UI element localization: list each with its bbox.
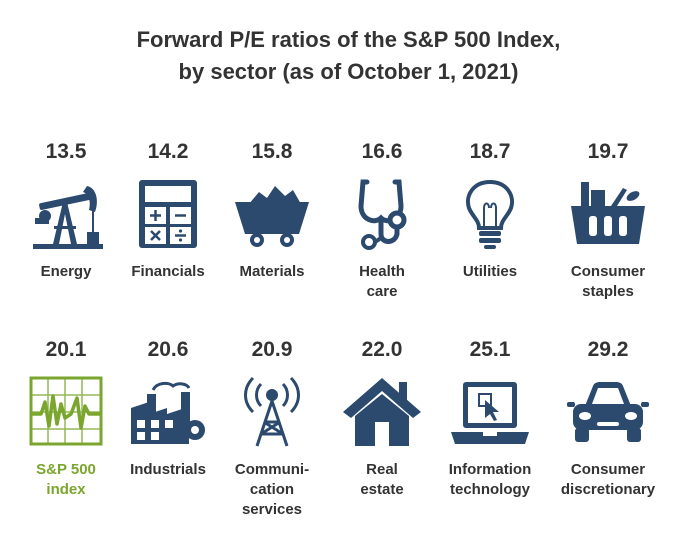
pe-value-energy: 13.5 <box>45 140 87 163</box>
oil-pump-icon <box>33 186 103 249</box>
sector-label-industrials: Industrials <box>112 460 224 480</box>
pe-value-sp500-index: 20.1 <box>45 338 87 361</box>
sector-cell-health-care: 16.6 Health care <box>326 140 438 302</box>
sector-label-line: Health <box>359 263 405 280</box>
pe-value-real-estate: 22.0 <box>361 338 403 361</box>
sector-label-line: S&P 500 <box>36 461 96 478</box>
stock-chart-icon <box>29 376 103 446</box>
pe-value-financials: 14.2 <box>147 140 189 163</box>
sector-label-line: estate <box>360 481 404 498</box>
sector-cell-real-estate: 22.0 Real estate <box>326 338 438 500</box>
sector-cell-utilities: 18.7 Utilities <box>434 140 546 282</box>
sector-cell-consumer-staples: 19.7 Consumer staples <box>552 140 664 302</box>
sector-label-health-care: Health care <box>326 262 438 302</box>
sector-label-line: Financials <box>131 263 205 280</box>
calculator-icon <box>139 180 197 248</box>
chart-title-line-2: by sector (as of October 1, 2021) <box>178 59 519 84</box>
car-icon <box>567 382 649 442</box>
sector-label-energy: Energy <box>10 262 122 282</box>
sector-label-line: Industrials <box>130 461 206 478</box>
pe-value-information-technology: 25.1 <box>469 338 511 361</box>
house-icon <box>343 378 421 446</box>
sector-label-line: Information <box>448 461 532 478</box>
sector-cell-sp500-index: 20.1 S&P 500 index <box>10 338 122 500</box>
sector-cell-communication-services: 20.9 Communi-cation services <box>216 338 328 520</box>
factory-icon <box>131 381 205 444</box>
sector-label-information-technology: Information technology <box>434 460 546 500</box>
sector-label-communication-services: Communi-cation services <box>216 460 328 520</box>
sector-label-consumer-discretionary: Consumer discretionary <box>552 460 664 500</box>
radio-tower-icon <box>244 376 300 447</box>
sector-label-utilities: Utilities <box>434 262 546 282</box>
pe-value-materials: 15.8 <box>251 140 293 163</box>
sector-label-consumer-staples: Consumer staples <box>552 262 664 302</box>
sector-label-line: technology <box>449 481 530 498</box>
mine-cart-icon <box>235 186 309 247</box>
sector-label-line: Consumer <box>570 263 646 280</box>
pe-value-consumer-staples: 19.7 <box>587 140 629 163</box>
sector-cell-consumer-discretionary: 29.2 Consumer discretionary <box>552 338 664 500</box>
sector-cell-financials: 14.2 Financials <box>112 140 224 282</box>
pe-value-consumer-discretionary: 29.2 <box>587 338 629 361</box>
pe-value-industrials: 20.6 <box>147 338 189 361</box>
laptop-icon <box>451 382 529 444</box>
stethoscope-icon <box>358 179 407 250</box>
sector-label-line: Energy <box>40 263 92 280</box>
sector-label-financials: Financials <box>112 262 224 282</box>
sector-cell-energy: 13.5 Energy <box>10 140 122 282</box>
sector-label-line: Real <box>366 461 398 478</box>
sector-cell-materials: 15.8 Materials <box>216 140 328 282</box>
sector-cell-industrials: 20.6 Industrials <box>112 338 224 480</box>
sector-label-line: Materials <box>239 263 305 280</box>
sector-label-line: services <box>241 501 303 518</box>
sector-label-line: Consumer <box>570 461 646 478</box>
sector-label-line: discretionary <box>560 481 656 498</box>
sector-label-materials: Materials <box>216 262 328 282</box>
pe-value-utilities: 18.7 <box>469 140 511 163</box>
light-bulb-icon <box>466 179 514 249</box>
sector-label-real-estate: Real estate <box>326 460 438 500</box>
sector-label-line: care <box>366 283 398 300</box>
pe-value-health-care: 16.6 <box>361 140 403 163</box>
sector-label-sp500-index: S&P 500 index <box>10 460 122 500</box>
chart-title-line-1: Forward P/E ratios of the S&P 500 Index, <box>136 27 561 52</box>
sector-label-line: cation <box>249 481 295 498</box>
chart-title: Forward P/E ratios of the S&P 500 Index,… <box>0 24 697 88</box>
sector-cell-information-technology: 25.1 Information technology <box>434 338 546 500</box>
grocery-basket-icon <box>571 182 645 244</box>
sector-label-line: Communi- <box>234 461 310 478</box>
sector-label-line: staples <box>582 283 634 300</box>
sector-label-line: index <box>46 481 86 498</box>
pe-value-communication-services: 20.9 <box>251 338 293 361</box>
sector-label-line: Utilities <box>462 263 518 280</box>
